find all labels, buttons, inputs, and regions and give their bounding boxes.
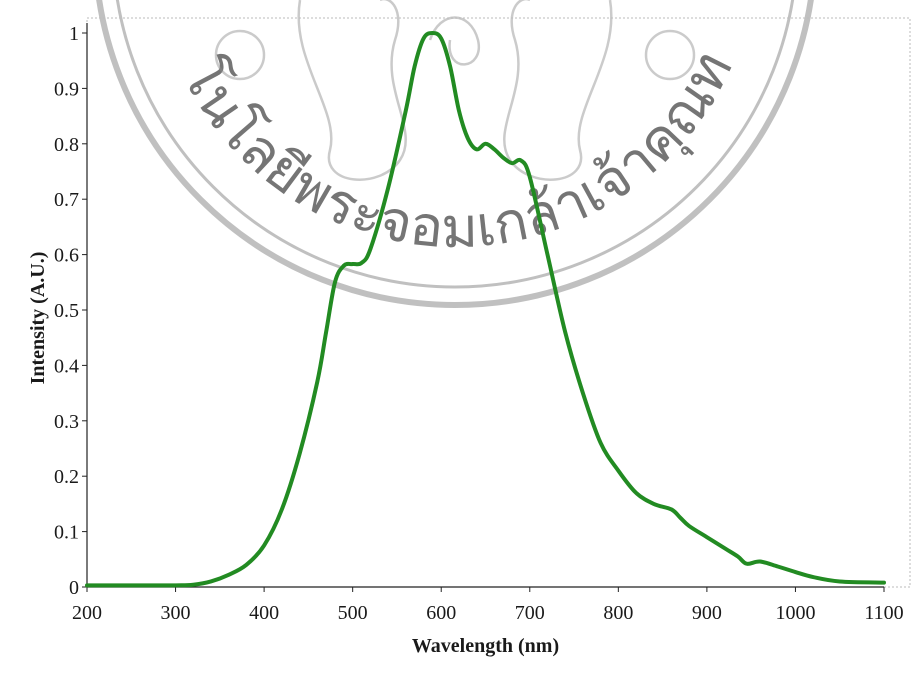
spectrum-line-series-0 <box>85 31 886 588</box>
series-layer <box>85 31 886 588</box>
y-tick-label: 0.8 <box>54 134 79 156</box>
y-tick-label: 0.9 <box>54 78 79 100</box>
tick-labels: 200 300 400 500 600 700 800 900 1000 1100 0 0.1 0.2 0… <box>54 23 904 624</box>
y-tick-label: 0.4 <box>54 355 79 377</box>
seal-inner-ring <box>116 0 794 289</box>
x-axis-title: Wavelength (nm) <box>412 635 559 657</box>
x-tick-label: 500 <box>338 602 368 624</box>
y-tick-label: 0.1 <box>54 522 79 544</box>
y-tick-label: 0.3 <box>54 411 79 433</box>
y-tick-label: 0 <box>69 577 79 599</box>
x-tick-label: 800 <box>603 602 633 624</box>
y-tick-label: 1 <box>69 23 79 45</box>
y-tick-label: 0.2 <box>54 466 79 488</box>
watermark-seal: โนโลยีพระจอมเกล้าเจ้าคุณทหาร <box>0 0 814 308</box>
x-tick-label: 200 <box>72 602 102 624</box>
x-tick-label: 1000 <box>775 602 815 624</box>
y-axis-title: Intensity (A.U.) <box>27 252 49 385</box>
axes <box>82 23 885 592</box>
seal-outer-ring <box>96 0 814 308</box>
x-tick-label: 300 <box>161 602 191 624</box>
y-tick-label: 0.5 <box>54 300 79 322</box>
x-tick-label: 1100 <box>864 602 903 624</box>
x-tick-label: 400 <box>249 602 279 624</box>
y-tick-label: 0.6 <box>54 245 79 267</box>
seal-lettering: โนโลยีพระจอมเกล้าเจ้าคุณทหาร <box>0 0 745 260</box>
x-tick-label: 600 <box>426 602 456 624</box>
x-tick-label: 700 <box>515 602 545 624</box>
x-tick-label: 900 <box>692 602 722 624</box>
y-tick-label: 0.7 <box>54 189 79 211</box>
